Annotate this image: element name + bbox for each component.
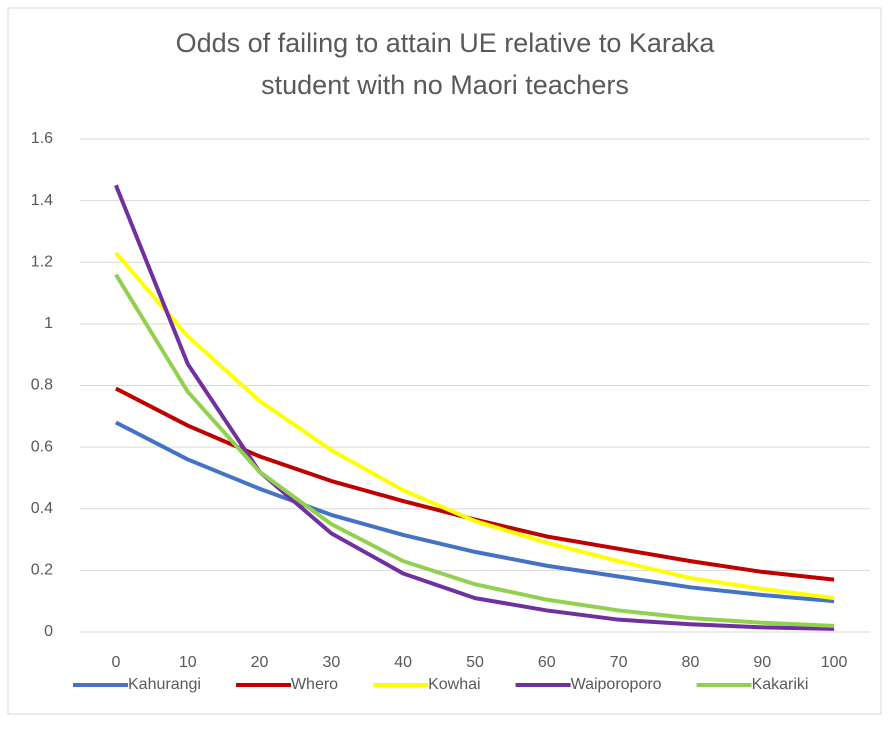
series-line [114, 251, 835, 601]
y-tick-label: 1 [44, 315, 53, 332]
y-tick-label: 1.6 [31, 130, 53, 147]
x-tick-label: 60 [538, 654, 556, 671]
x-tick-label: 30 [322, 654, 340, 671]
x-tick-label: 100 [821, 654, 848, 671]
legend-label: Waiporoporo [571, 676, 662, 693]
chart-title: Odds of failing to attain UE relative to… [175, 28, 715, 100]
x-tick-label: 40 [394, 654, 412, 671]
chart-border [7, 7, 882, 715]
y-tick-label: 0.8 [31, 377, 53, 394]
y-tick-label: 1.2 [31, 253, 53, 270]
x-tick-label: 50 [466, 654, 484, 671]
legend-label: Whero [291, 676, 338, 693]
y-tick-label: 0.2 [31, 562, 53, 579]
x-tick-label: 90 [753, 654, 771, 671]
x-tick-label: 10 [179, 654, 197, 671]
series-line [114, 273, 835, 628]
legend-label: Kowhai [428, 676, 480, 693]
y-tick-label: 1.4 [31, 192, 53, 209]
y-tick-label: 0.4 [31, 500, 53, 517]
x-tick-label: 0 [111, 654, 120, 671]
x-tick-label: 20 [251, 654, 269, 671]
y-tick-label: 0 [44, 623, 53, 640]
legend-label: Kakariki [752, 676, 809, 693]
series-line [114, 184, 835, 631]
series-line [114, 420, 835, 604]
x-tick-label: 70 [610, 654, 628, 671]
x-tick-label: 80 [682, 654, 700, 671]
legend-label: Kahurangi [128, 676, 201, 693]
y-tick-label: 0.6 [31, 438, 53, 455]
